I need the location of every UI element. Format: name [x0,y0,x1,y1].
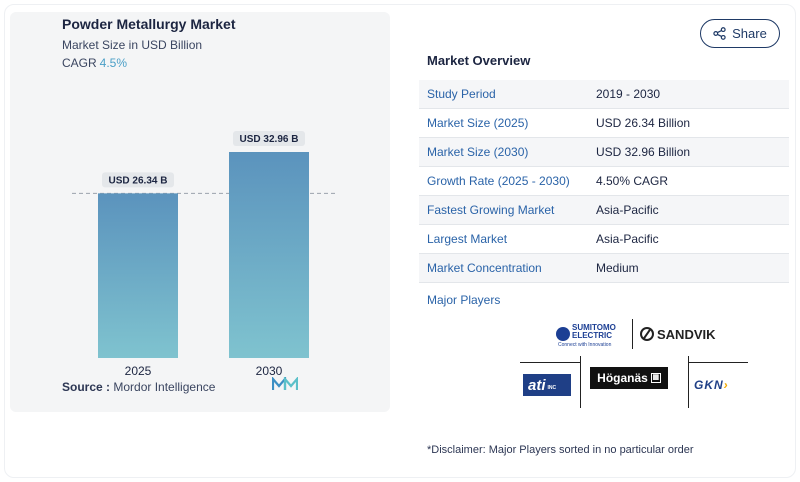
source-value: Mordor Intelligence [113,380,216,394]
ati-text: ati [528,376,546,394]
overview-value: Asia-Pacific [596,203,659,217]
gkn-arrow-icon: › [723,378,729,392]
overview-row: Market Size (2025) USD 26.34 Billion [419,109,789,138]
source-line: Source : Mordor Intelligence [62,380,215,394]
chart-panel [10,12,390,412]
chart-title: Powder Metallurgy Market [62,16,236,32]
overview-value: USD 32.96 Billion [596,145,691,159]
overview-key: Largest Market [427,232,508,246]
gkn-text: GKN [694,378,724,392]
overview-value: 2019 - 2030 [596,87,661,101]
sumitomo-bottom-text: ELECTRIC [572,331,612,340]
logo-divider [688,356,689,408]
sumitomo-tagline: Connect with Innovation [558,342,612,348]
sandvik-logo: SANDVIK [640,323,716,345]
source-label: Source : [62,380,111,394]
overview-key: Growth Rate (2025 - 2030) [427,174,570,188]
overview-table: Study Period 2019 - 2030 Market Size (202… [419,80,789,283]
sumitomo-electric-logo: SUMITOMO ELECTRIC Connect with Innovation [556,324,626,348]
overview-key: Market Concentration [427,261,542,275]
ati-logo: ati INC [523,374,571,396]
disclaimer: *Disclaimer: Major Players sorted in no … [427,444,694,456]
chart-subtitle: Market Size in USD Billion [62,38,203,52]
overview-row: Market Concentration Medium [419,254,789,283]
overview-value: USD 26.34 Billion [596,116,691,130]
share-button[interactable]: Share [700,19,780,48]
players-title: Major Players [427,293,501,307]
bar-2030 [229,152,309,358]
overview-row: Fastest Growing Market Asia-Pacific [419,196,789,225]
bar-chart: USD 26.34 B 2025 USD 32.96 B 2030 [72,131,336,378]
cagr-value: 4.5% [99,56,128,70]
sumitomo-mark-icon [556,327,570,341]
hoganas-mark-icon: ▦ [650,373,661,383]
overview-row: Growth Rate (2025 - 2030) 4.50% CAGR [419,167,789,196]
overview-title: Market Overview [427,53,531,68]
gkn-logo: GKN› [694,378,729,394]
cagr-label: CAGR [62,56,97,70]
overview-key: Market Size (2030) [427,145,529,159]
overview-value: Asia-Pacific [596,232,659,246]
logo-divider [688,362,748,363]
cagr-line: CAGR 4.5% [62,56,127,70]
overview-row: Largest Market Asia-Pacific [419,225,789,254]
logo-divider [520,362,580,363]
share-icon [713,27,726,40]
value-label: USD 26.34 B [109,175,168,186]
overview-value: 4.50% CAGR [596,174,669,188]
value-label-bg [233,131,305,146]
sandvik-text: SANDVIK [657,326,716,342]
report-card [4,4,796,478]
value-label-bg [102,172,174,188]
category-label: 2025 [125,364,152,378]
overview-key: Fastest Growing Market [427,203,555,217]
hoganas-logo: Höganäs ▦ [590,367,668,389]
overview-value: Medium [596,261,639,275]
overview-key: Study Period [427,87,496,101]
share-label: Share [732,26,767,41]
hoganas-text: Höganäs [597,371,648,385]
mordor-logo-icon [272,377,298,390]
logo-divider [580,356,581,408]
sandvik-mark-icon [640,327,654,341]
overview-key: Market Size (2025) [427,116,529,130]
category-label: 2030 [256,364,283,378]
bar-2025 [98,193,178,358]
overview-row: Market Size (2030) USD 32.96 Billion [419,138,789,167]
value-label: USD 32.96 B [240,134,299,145]
ati-suffix: INC [547,385,557,391]
logo-divider [632,319,633,349]
sumitomo-top-text: SUMITOMO [572,323,616,332]
overview-row: Study Period 2019 - 2030 [419,80,789,109]
